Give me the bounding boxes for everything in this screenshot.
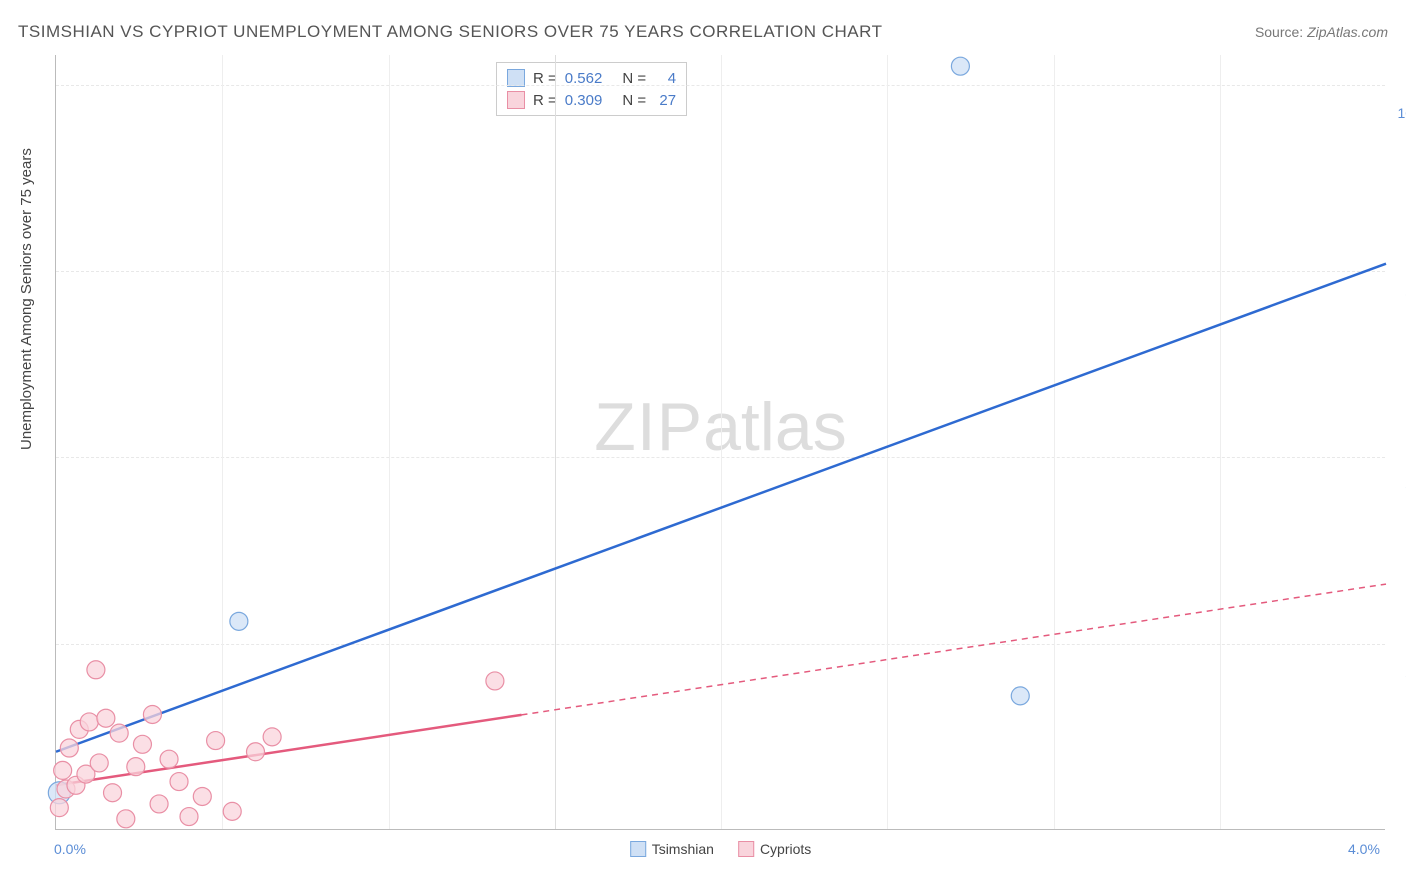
series-legend-tsimshian: Tsimshian (630, 841, 714, 857)
data-point (110, 724, 128, 742)
tsimshian-legend-swatch-icon (630, 841, 646, 857)
data-point (207, 732, 225, 750)
y-tick-label: 75.0% (1390, 291, 1406, 307)
y-axis-label: Unemployment Among Seniors over 75 years (18, 148, 35, 450)
x-tick-label: 4.0% (1348, 841, 1380, 857)
data-point (1011, 687, 1029, 705)
y-tick-label: 25.0% (1390, 664, 1406, 680)
data-point (60, 739, 78, 757)
y-tick-label: 100.0% (1390, 105, 1406, 121)
data-point (90, 754, 108, 772)
data-point (127, 758, 145, 776)
data-point (486, 672, 504, 690)
source-value: ZipAtlas.com (1307, 24, 1388, 40)
data-point (180, 808, 198, 826)
cypriots-legend-label: Cypriots (760, 841, 811, 857)
source-label: Source: (1255, 24, 1303, 40)
data-point (160, 750, 178, 768)
chart-title: TSIMSHIAN VS CYPRIOT UNEMPLOYMENT AMONG … (18, 22, 882, 42)
data-point (117, 810, 135, 828)
data-point (170, 773, 188, 791)
tsimshian-legend-label: Tsimshian (652, 841, 714, 857)
data-point (193, 787, 211, 805)
chart-plot-area: ZIPatlas R = 0.562 N = 4 R = 0.309 N = 2… (55, 55, 1385, 830)
data-point (97, 709, 115, 727)
plot-svg (56, 55, 1385, 829)
x-tick-label: 0.0% (54, 841, 86, 857)
series-legend: Tsimshian Cypriots (630, 841, 812, 857)
data-point (230, 612, 248, 630)
data-point (133, 735, 151, 753)
data-point (223, 802, 241, 820)
cypriots-legend-swatch-icon (738, 841, 754, 857)
data-point (143, 705, 161, 723)
data-point (951, 57, 969, 75)
data-point (247, 743, 265, 761)
data-point (104, 784, 122, 802)
trend-line-solid (56, 264, 1386, 752)
data-point (150, 795, 168, 813)
data-point (50, 799, 68, 817)
data-point (87, 661, 105, 679)
data-point (54, 761, 72, 779)
series-legend-cypriots: Cypriots (738, 841, 811, 857)
source-attribution: Source: ZipAtlas.com (1255, 24, 1388, 40)
y-tick-label: 50.0% (1390, 477, 1406, 493)
trend-line-dashed (522, 584, 1387, 715)
data-point (263, 728, 281, 746)
data-point (80, 713, 98, 731)
